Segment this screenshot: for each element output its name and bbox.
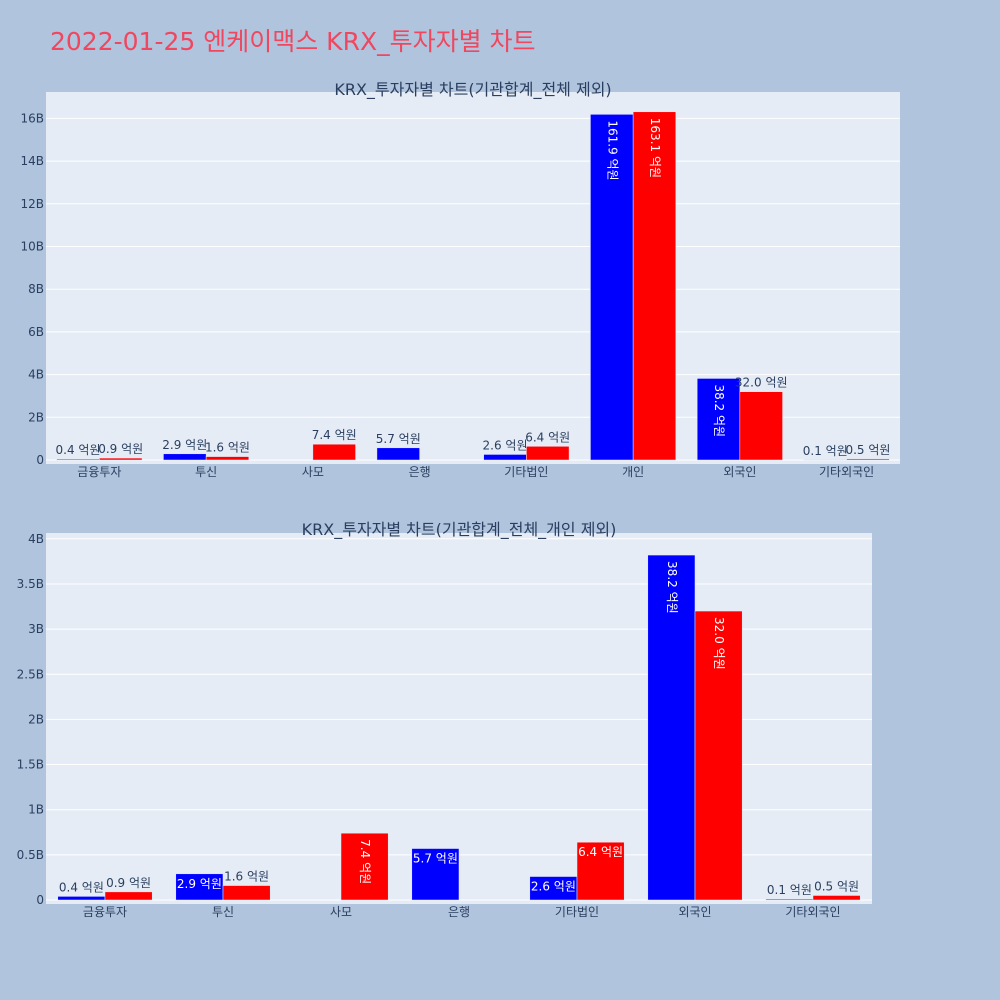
data-label: 0.4 억원	[56, 443, 101, 457]
data-label: 161.9 억원	[605, 120, 619, 180]
x-tick-label: 사모	[302, 465, 324, 479]
bar	[57, 896, 106, 901]
bar	[104, 891, 153, 901]
data-label: 0.4 억원	[59, 880, 104, 894]
data-label: 6.4 억원	[578, 845, 623, 859]
bar	[696, 378, 741, 461]
data-label: 2.6 억원	[531, 880, 576, 894]
x-tick-label: 투신	[212, 905, 234, 919]
chart-title: KRX_투자자별 차트(기관합계_전체_개인 제외)	[302, 520, 617, 540]
bar	[205, 456, 250, 461]
data-label: 1.6 억원	[224, 870, 269, 884]
bar	[694, 610, 743, 901]
bar	[376, 447, 420, 461]
data-label: 5.7 억원	[413, 852, 458, 866]
x-tick-label: 개인	[622, 465, 644, 479]
bar	[312, 443, 356, 461]
x-tick-label: 외국인	[678, 905, 711, 919]
bar	[163, 453, 207, 461]
data-label: 32.0 억원	[735, 376, 788, 390]
chart-2: 0 0.5B 1B 1.5B 2B 2.5B 3B 3.5B 4B KRX_투자자별 차트(기관합…	[17, 520, 872, 919]
bar	[765, 898, 814, 901]
x-tick-label: 투신	[195, 465, 217, 479]
y-tick-label: 2B	[28, 410, 44, 424]
bar	[576, 841, 625, 901]
data-label: 38.2 억원	[665, 561, 679, 614]
data-label: 0.5 억원	[814, 879, 859, 893]
page-title: 2022-01-25 엔케이맥스 KRX_투자자별 차트	[50, 27, 536, 56]
y-tick-label: 0.5B	[17, 848, 44, 862]
y-tick-label: 4B	[28, 368, 44, 382]
bar	[222, 885, 271, 901]
y-tick-label: 0	[36, 893, 44, 907]
data-label: 0.5 억원	[845, 443, 890, 457]
bar	[56, 458, 100, 461]
y-tick-label: 10B	[20, 240, 44, 254]
x-tick-label: 기타외국인	[819, 465, 874, 479]
data-label: 7.4 억원	[358, 839, 372, 884]
chart-1: 0 2B 4B 6B 8B 10B 12B 14B 16B KRX_투자자별 차트(기관합계_전체…	[20, 80, 900, 479]
data-label: 163.1 억원	[648, 118, 662, 178]
bar	[411, 848, 460, 901]
data-label: 2.6 억원	[483, 438, 528, 452]
data-label: 5.7 억원	[376, 432, 421, 446]
bar	[175, 873, 224, 901]
data-label: 1.6 억원	[205, 441, 250, 455]
y-tick-label: 3.5B	[17, 577, 44, 591]
bar	[340, 832, 389, 901]
bar	[99, 457, 143, 461]
y-tick-label: 0	[36, 453, 44, 467]
y-tick-label: 3B	[28, 622, 44, 636]
x-tick-label: 금융투자	[83, 905, 127, 919]
x-tick-label: 기타외국인	[785, 905, 840, 919]
bar	[647, 554, 696, 901]
bar	[812, 895, 861, 901]
data-label: 6.4 억원	[525, 430, 570, 444]
bar	[632, 111, 677, 461]
x-tick-label: 사모	[330, 905, 352, 919]
y-tick-label: 2B	[28, 712, 44, 726]
x-tick-label: 외국인	[723, 465, 756, 479]
y-tick-label: 8B	[28, 282, 44, 296]
y-tick-label: 1.5B	[17, 758, 44, 772]
chart-title: KRX_투자자별 차트(기관합계_전체 제외)	[334, 80, 611, 100]
bar	[590, 114, 634, 461]
x-tick-label: 은행	[409, 464, 431, 479]
y-tick-label: 16B	[20, 111, 44, 125]
data-label: 2.9 억원	[177, 877, 222, 891]
data-label: 0.9 억원	[98, 442, 143, 456]
data-label: 0.9 억원	[106, 876, 151, 890]
bar	[846, 458, 890, 461]
x-tick-label: 기타법인	[555, 905, 599, 919]
y-tick-label: 12B	[20, 197, 44, 211]
bar	[483, 454, 527, 461]
data-label: 7.4 억원	[312, 428, 357, 442]
y-tick-label: 14B	[20, 154, 44, 168]
data-label: 0.1 억원	[767, 883, 812, 897]
data-label: 0.1 억원	[803, 444, 848, 458]
y-tick-label: 1B	[28, 803, 44, 817]
y-tick-label: 6B	[28, 325, 44, 339]
x-tick-label: 기타법인	[504, 465, 548, 479]
data-label: 2.9 억원	[162, 438, 207, 452]
x-tick-label: 은행	[448, 904, 470, 919]
bar	[739, 391, 783, 461]
y-tick-label: 2.5B	[17, 667, 44, 681]
x-tick-label: 금융투자	[77, 465, 121, 479]
data-label: 38.2 억원	[712, 384, 726, 437]
y-tick-label: 4B	[28, 532, 44, 546]
bar	[526, 446, 570, 461]
data-label: 32.0 억원	[712, 617, 726, 670]
